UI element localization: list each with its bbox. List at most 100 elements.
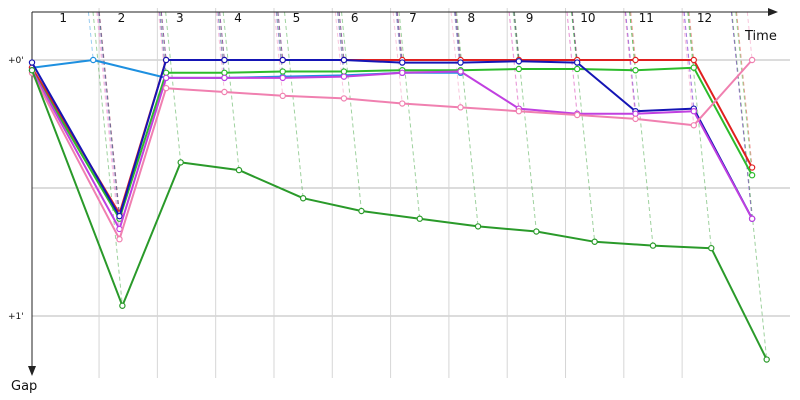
connector-line [96,11,120,240]
connector-layer [87,11,768,360]
data-point [632,56,639,64]
x-tick-label: 3 [176,11,184,25]
connector-line [746,11,753,61]
connector-line [98,11,120,214]
data-point [116,235,123,243]
connector-line [566,11,578,116]
lap-grid-layer [98,8,683,378]
connector-line [687,11,712,249]
connector-line [222,11,240,171]
connector-line [277,11,284,61]
connector-line [513,11,520,62]
connector-line [337,11,345,76]
data-point [221,74,228,82]
y-tick-label: +0' [8,56,24,66]
data-point [340,95,348,102]
connector-line [338,11,345,61]
connector-line [688,11,695,61]
data-point [474,223,482,230]
connector-line [160,11,167,61]
x-tick-label: 12 [697,11,712,25]
data-point [748,56,756,64]
connector-line [456,11,479,227]
data-point [28,59,36,66]
data-point [340,73,348,80]
connector-line [570,11,578,70]
connector-line [219,11,225,61]
x-tick-label: 1 [59,11,67,25]
connector-line [98,11,120,217]
connector-line [571,11,578,61]
connector-line [87,11,94,61]
connector-line [571,11,596,242]
connector-line [160,11,167,61]
data-point [457,104,464,111]
data-point [221,88,228,96]
series-1 [28,56,756,217]
connector-line [512,11,520,70]
data-point [748,215,756,222]
data-point [690,56,697,64]
connector-line [687,11,695,68]
data-point [632,110,639,117]
connector-line [395,11,403,71]
data-point [632,67,639,74]
data-point [748,171,756,179]
connector-line [629,11,636,71]
connector-line [219,11,225,61]
x-axis-title: Time [744,29,777,44]
connector-line [450,11,462,108]
series-line [31,59,753,215]
data-point [28,67,36,74]
connector-line [629,11,654,246]
data-point [235,166,243,174]
data-point [299,195,307,202]
y-axis-arrow [28,366,36,376]
data-point [279,56,286,64]
connector-line [92,11,123,306]
data-point [515,58,523,65]
data-point [573,65,581,73]
data-point [177,159,184,166]
connector-line [273,11,284,96]
data-point [399,100,406,107]
series-layer [28,56,770,363]
connector-line [513,11,537,232]
connector-line [513,11,520,61]
connector-line [683,11,695,112]
data-point [416,215,423,222]
connector-line [454,11,462,71]
data-point [340,68,348,75]
data-point [533,228,540,235]
series-5 [28,56,756,243]
data-point [90,56,97,64]
connector-line [508,11,520,109]
connector-line [736,11,753,168]
connector-line [455,11,462,61]
connector-line [217,11,225,78]
connector-line [341,11,362,212]
x-tick-label: 8 [467,11,475,25]
data-point [358,207,365,215]
connector-line [624,11,636,114]
y-axis-title: Gap [11,379,37,394]
connector-line [683,11,695,109]
x-tick-label: 11 [639,11,654,25]
connector-line [97,11,120,230]
data-point [632,115,639,123]
data-point [690,64,697,71]
series-line [31,59,753,220]
x-tick-label: 9 [526,11,534,25]
connector-line [284,11,304,199]
data-point [162,69,170,77]
data-point [748,164,756,171]
connector-line [396,11,403,63]
data-point [708,244,715,252]
data-point [763,356,770,363]
connector-line [275,11,284,77]
connector-line [338,11,345,61]
data-point [515,107,523,115]
data-point [279,68,286,75]
data-point [221,56,228,64]
